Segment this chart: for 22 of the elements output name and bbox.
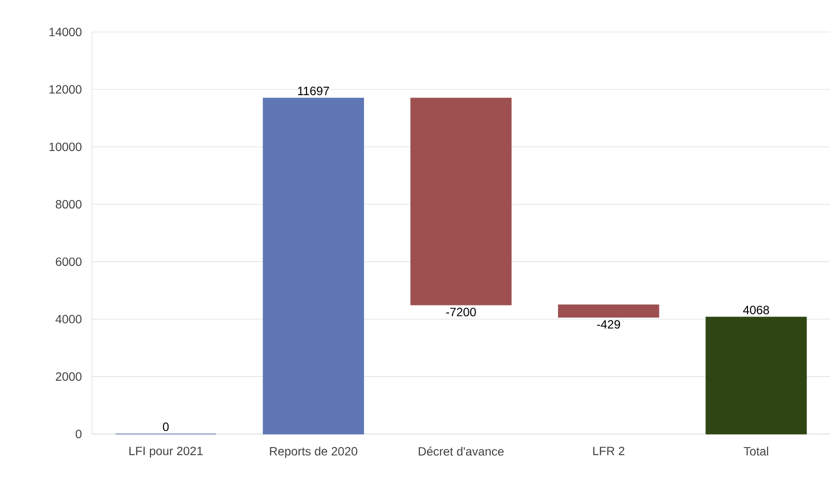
y-tick-label: 14000 xyxy=(50,28,82,36)
y-tick-label: 12000 xyxy=(50,85,82,94)
data-label: 4068 xyxy=(743,306,770,314)
y-tick-label: 4000 xyxy=(56,314,82,324)
x-tick-label: Décret d'avance xyxy=(418,446,504,456)
bar xyxy=(706,316,807,434)
y-tick-label: 10000 xyxy=(50,142,82,152)
y-tick-label: 0 xyxy=(76,430,82,438)
x-tick-label: Total xyxy=(744,446,768,456)
y-tick-label: 2000 xyxy=(56,372,82,381)
data-label: -429 xyxy=(597,320,620,329)
data-label: 11697 xyxy=(298,86,330,96)
y-tick-label: 6000 xyxy=(56,257,82,266)
data-label: 0 xyxy=(162,422,169,432)
y-tick-label: 8000 xyxy=(56,200,82,209)
data-label: -7200 xyxy=(446,308,476,316)
x-tick-label: LFI pour 2021 xyxy=(129,446,203,458)
bar xyxy=(410,98,512,306)
x-tick-label: Reports de 2020 xyxy=(270,446,358,458)
bar xyxy=(262,98,364,434)
x-tick-label: LFR 2 xyxy=(593,446,624,456)
bar xyxy=(558,304,660,318)
